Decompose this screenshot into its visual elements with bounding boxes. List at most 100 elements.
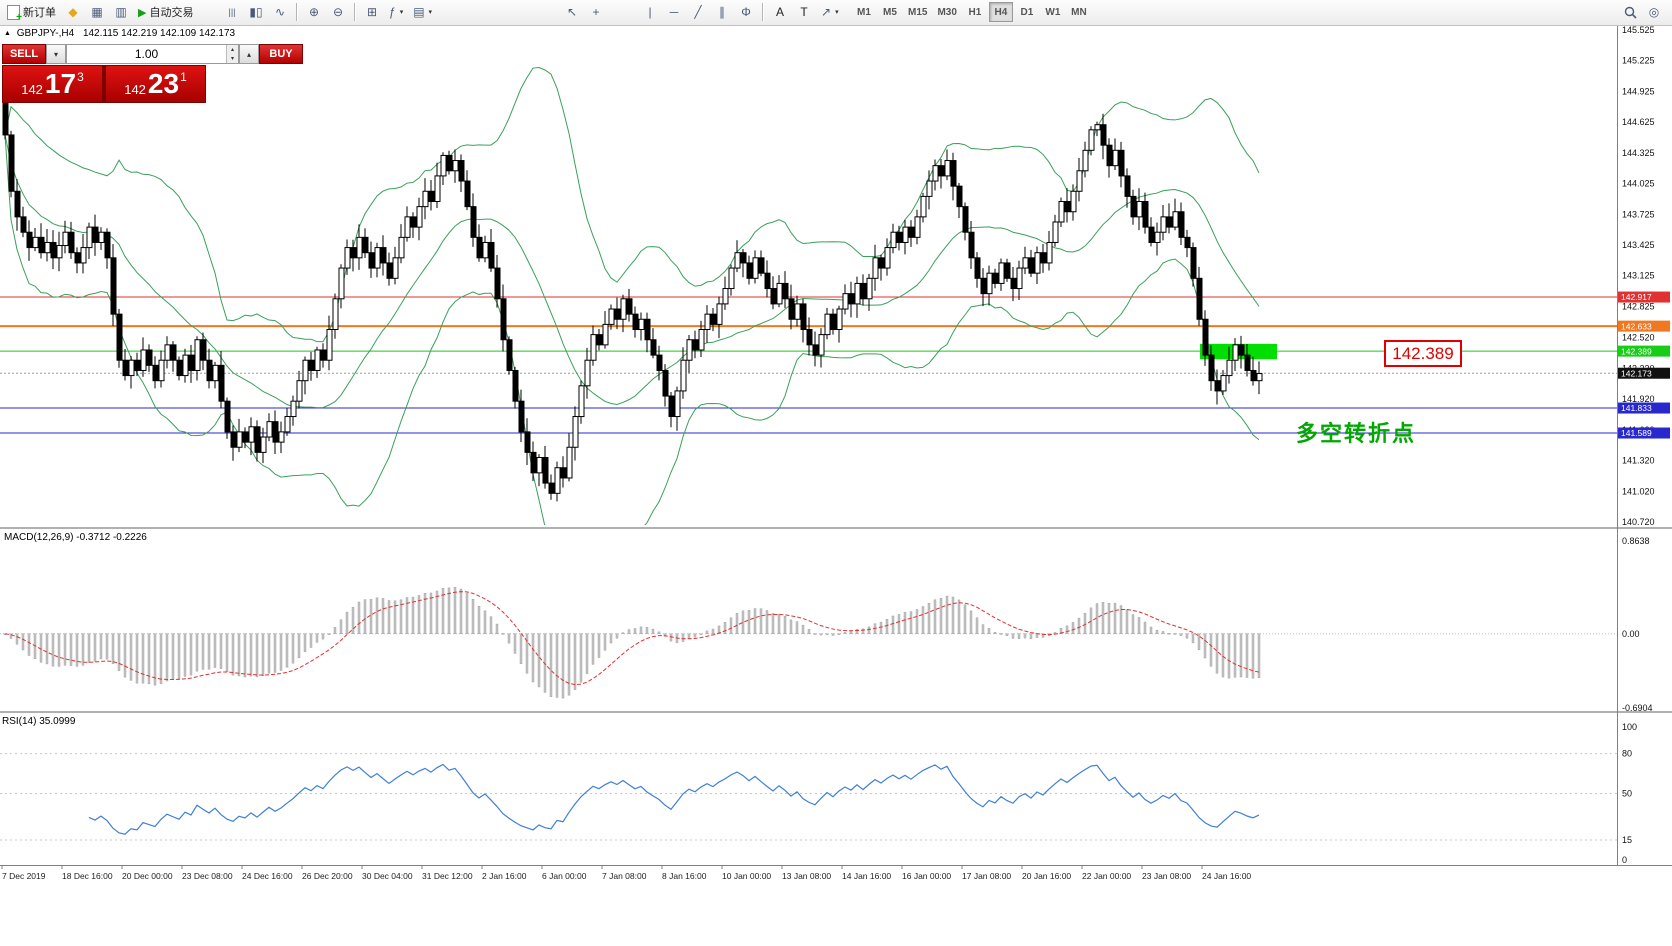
timeframe-m1-button[interactable]: M1 [852,2,876,22]
time-label: 26 Dec 20:00 [302,871,353,881]
candle [80,233,87,274]
candle [692,330,699,359]
candle [1178,202,1185,245]
candle [230,425,237,461]
candle [38,223,45,259]
candle [848,281,855,318]
timeframe-m15-button[interactable]: M15 [904,2,931,22]
candle [530,441,537,482]
timeframe-w1-button[interactable]: W1 [1041,2,1065,22]
sell-dropdown-button[interactable]: ▾ [46,44,66,64]
arrows-button[interactable]: ↗ ▾ [817,2,843,22]
trendline-button[interactable]: ╱ [687,2,709,22]
candle [596,328,603,351]
candle [272,410,279,454]
bar-chart-button[interactable]: ||| [221,2,243,22]
collapse-triangle-icon[interactable]: ▲ [4,30,11,37]
candle [428,179,435,211]
candle [1166,203,1173,234]
community-button[interactable]: ◎ [1643,2,1665,22]
buy-price-button[interactable]: 142 23 1 [105,65,206,103]
label-icon: T [800,5,808,19]
cursor-button[interactable]: ↖ [561,2,583,22]
candle [356,224,363,270]
svg-text:141.833: 141.833 [1621,403,1652,413]
candle [404,206,411,242]
autotrading-button[interactable]: ▶ 自动交易 [134,2,197,22]
candle [1022,246,1029,275]
candle [794,295,801,327]
template-icon: ▤ [413,5,425,19]
separator [762,3,764,21]
horizontal-line-button[interactable]: ─ [663,2,685,22]
toolbar-group-right: ◎ [1618,0,1666,24]
candle [926,170,933,210]
sell-button[interactable]: SELL [2,44,46,64]
price-tag: 142.633 [1618,320,1670,332]
zoom-out-button[interactable]: ⊖ [327,2,349,22]
volume-down-button[interactable]: ▾ [226,54,238,63]
new-order-button[interactable]: 新订单 [3,2,60,23]
timeframe-mn-button[interactable]: MN [1067,2,1091,22]
candle [974,252,981,288]
grid-icon: ▦ [91,5,103,19]
candlestick-chart-button[interactable]: ▮▯ [245,2,267,22]
price-callout-box[interactable]: 142.389 [1384,340,1462,367]
channel-button[interactable]: ∥ [711,2,733,22]
candle [332,293,339,339]
candle [1082,141,1089,178]
rsi-line [88,763,1260,835]
candle [422,178,429,220]
vertical-line-button[interactable]: | [639,2,661,22]
price-axis: 145.525 145.225 144.925 144.625 144.325 144.0… [1618,25,1670,865]
candle [104,228,111,269]
candle [86,222,93,260]
separator [354,3,356,21]
timeframe-h1-button[interactable]: H1 [963,2,987,22]
mql5-button[interactable]: ◆ [62,2,84,22]
candle [1190,242,1197,287]
timeframe-h4-button[interactable]: H4 [988,2,1013,22]
candle [1064,188,1071,223]
candle [1010,266,1017,302]
timeframe-m5-button[interactable]: M5 [878,2,902,22]
candle [176,356,183,381]
channel-icon: ∥ [719,5,725,19]
candle [500,284,507,352]
candle [32,227,39,252]
price-tag: 142.173 [1618,367,1670,379]
text-button[interactable]: A [769,2,791,22]
candle [1160,204,1167,241]
volume-input[interactable] [67,45,226,63]
buy-button[interactable]: BUY [259,44,303,64]
data-window-button[interactable]: ▥ [110,2,132,22]
timeframe-m30-button[interactable]: M30 [933,2,960,22]
turning-point-note[interactable]: 多空转折点 [1296,421,1417,446]
symbol-timeframe-label: GBPJPY-,H4 [16,28,75,39]
tile-windows-button[interactable]: ⊞ [361,2,383,22]
charts-grid-button[interactable]: ▦ [86,2,108,22]
fibonacci-button[interactable]: Φ [735,2,757,22]
candle [278,421,285,454]
indicators-button[interactable]: ƒ ▾ [385,2,407,22]
timeframe-d1-button[interactable]: D1 [1015,2,1039,22]
crosshair-button[interactable]: + [585,2,607,22]
candle [836,305,843,343]
candle [1226,346,1233,384]
zoom-in-button[interactable]: ⊕ [303,2,325,22]
sell-price-button[interactable]: 142 17 3 [2,65,103,103]
line-chart-button[interactable]: ∿ [269,2,291,22]
text-label-button[interactable]: T [793,2,815,22]
one-click-trading-panel: SELL ▾ ▴ ▾ ▴ BUY 142 17 3 142 23 1 [2,44,303,103]
buy-dropdown-button[interactable]: ▴ [239,44,259,64]
axis-label: 141.320 [1622,456,1655,466]
search-button[interactable] [1619,2,1641,22]
candle [1124,168,1131,208]
time-label: 23 Dec 08:00 [182,871,233,881]
candle [938,159,945,189]
volume-up-button[interactable]: ▴ [226,45,238,54]
candle [1130,189,1137,225]
templates-button[interactable]: ▤ ▾ [409,2,436,22]
candle [134,352,141,376]
